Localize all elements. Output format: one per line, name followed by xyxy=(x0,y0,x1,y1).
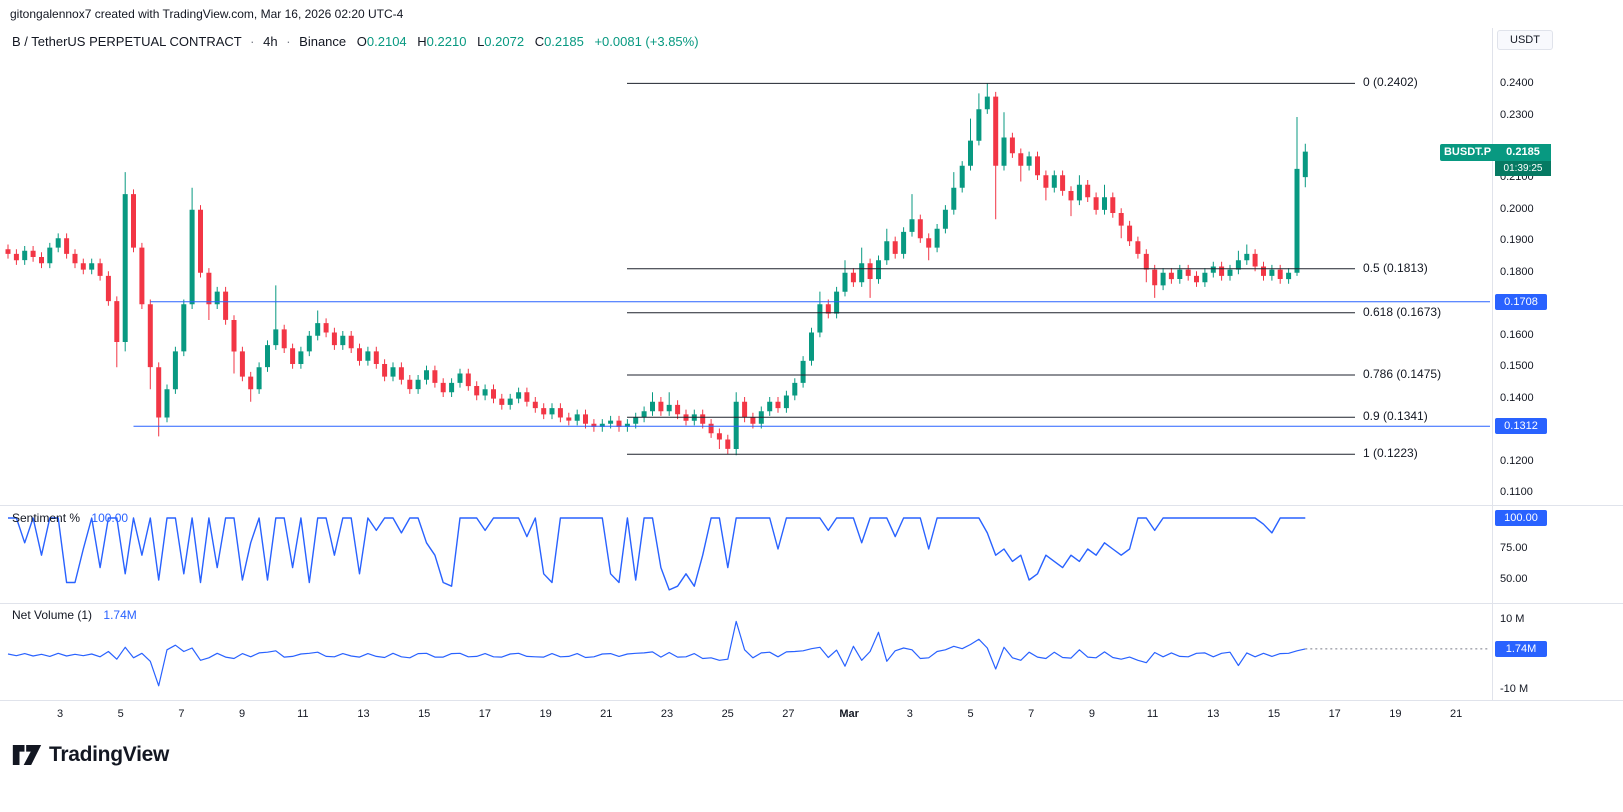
up-candle-wicks xyxy=(24,83,1306,456)
currency-label: USDT xyxy=(1510,34,1540,46)
price-axis-label: 0.1200 xyxy=(1500,454,1534,467)
sentiment-axis-label: 75.00 xyxy=(1500,542,1528,554)
tradingview-mark-icon xyxy=(12,745,42,765)
net-volume-line xyxy=(7,620,1306,687)
close-value: 0.2185 xyxy=(544,34,584,49)
net-volume-legend: Net Volume (1) 1.74M xyxy=(12,608,137,622)
exchange-label[interactable]: Binance xyxy=(299,34,347,49)
time-axis-label: 17 xyxy=(1328,708,1341,720)
net-volume-title[interactable]: Net Volume (1) xyxy=(12,608,93,622)
horizontal-line-price-badge: 0.1312 xyxy=(1495,418,1547,435)
time-axis-label: 11 xyxy=(1146,708,1159,720)
price-axis-label: 0.1900 xyxy=(1500,234,1534,247)
price-axis-label: 0.1400 xyxy=(1500,391,1534,404)
low-label: L xyxy=(477,34,485,49)
time-axis-label: 7 xyxy=(1028,708,1035,720)
high-label: H xyxy=(417,34,427,49)
time-axis-label: 7 xyxy=(178,708,185,720)
time-axis-label: 13 xyxy=(1207,708,1220,720)
price-axis-label: 0.1100 xyxy=(1500,486,1533,498)
volume-axis-label: 10 M xyxy=(1500,613,1525,625)
fib-level-label: 0 (0.2402) xyxy=(1363,75,1418,90)
sentiment-line xyxy=(8,517,1306,591)
close-label: C xyxy=(534,34,545,49)
low-value: 0.2072 xyxy=(484,34,525,49)
symbol-title[interactable]: B / TetherUS PERPETUAL CONTRACT xyxy=(12,34,242,49)
sentiment-title[interactable]: Sentiment % xyxy=(12,511,81,525)
fib-level-label: 0.5 (0.1813) xyxy=(1363,260,1428,275)
chart-area: B / TetherUS PERPETUAL CONTRACT · 4h · B… xyxy=(0,28,1623,726)
price-badge-countdown: 01:39:25 xyxy=(1495,160,1551,176)
time-axis-label: 21 xyxy=(1449,708,1463,720)
change-value: +0.0081 (+3.85%) xyxy=(594,34,699,49)
sentiment-value: 100.00 xyxy=(91,511,129,525)
up-candle-bodies xyxy=(22,96,1308,449)
price-axis-label: 0.2000 xyxy=(1500,202,1534,215)
price-axis-label: 0.1800 xyxy=(1500,265,1534,278)
time-axis-label: 5 xyxy=(967,708,974,720)
attribution-text: gitongalennox7 created with TradingView.… xyxy=(10,7,404,21)
price-axis-label: 0.1500 xyxy=(1500,360,1534,373)
time-axis-label: 27 xyxy=(782,708,795,720)
time-axis-label: 9 xyxy=(1088,708,1095,720)
attribution-bar: gitongalennox7 created with TradingView.… xyxy=(0,0,1623,28)
time-axis-label: Mar xyxy=(839,708,859,720)
time-axis-label: 21 xyxy=(600,708,613,720)
chart-canvas[interactable] xyxy=(0,28,1623,726)
fib-level-label: 0.9 (0.1341) xyxy=(1363,409,1428,424)
time-axis-label: 13 xyxy=(357,708,370,720)
time-axis-label: 15 xyxy=(1267,708,1281,720)
net-volume-value: 1.74M xyxy=(103,608,137,622)
last-price-badge: BUSDT.P 0.2185 01:39:25 xyxy=(1440,143,1551,176)
currency-selector[interactable]: USDT xyxy=(1497,30,1553,50)
fib-level-label: 0.786 (0.1475) xyxy=(1363,367,1442,381)
tradingview-wordmark: TradingView xyxy=(49,743,170,766)
footer: TradingView xyxy=(0,726,1623,812)
time-axis-label: 23 xyxy=(660,708,674,720)
fib-level-label: 1 (0.1223) xyxy=(1363,446,1418,461)
separator-dot: · xyxy=(286,34,291,49)
open-value: 0.2104 xyxy=(366,34,407,49)
down-candle-bodies xyxy=(5,96,1283,449)
time-axis-label: 9 xyxy=(239,708,246,720)
price-axis-label: 0.2400 xyxy=(1500,77,1534,89)
separator-dot: · xyxy=(250,34,255,49)
time-axis-label: 3 xyxy=(56,708,64,720)
time-axis-label: 19 xyxy=(1389,708,1402,720)
price-badge-value: 0.2185 xyxy=(1495,143,1551,161)
price-badge-symbol: BUSDT.P xyxy=(1440,143,1495,161)
volume-axis-label: -10 M xyxy=(1500,683,1529,695)
price-axis-label: 0.2300 xyxy=(1500,108,1534,121)
horizontal-line-price-badge: 0.1708 xyxy=(1495,293,1547,310)
tradingview-logo[interactable]: TradingView xyxy=(12,742,169,768)
sentiment-value-badge: 100.00 xyxy=(1495,510,1547,526)
down-candle-wicks xyxy=(7,91,1281,455)
time-axis-label: 11 xyxy=(297,708,309,720)
interval-label[interactable]: 4h xyxy=(263,34,278,49)
time-axis-label: 5 xyxy=(117,708,124,720)
open-label: O xyxy=(356,34,367,49)
fib-level-label: 0.618 (0.1673) xyxy=(1363,304,1442,319)
sentiment-axis-label: 50.00 xyxy=(1500,573,1528,585)
time-axis-label: 15 xyxy=(418,708,431,720)
sentiment-legend: Sentiment % 100.00 xyxy=(12,511,128,525)
time-axis-label: 17 xyxy=(478,708,492,720)
high-value: 0.2210 xyxy=(426,34,467,49)
price-axis-label: 0.1600 xyxy=(1500,328,1534,341)
time-axis-label: 3 xyxy=(906,708,913,720)
symbol-legend: B / TetherUS PERPETUAL CONTRACT · 4h · B… xyxy=(12,34,699,49)
time-axis-label: 19 xyxy=(539,708,552,720)
net-volume-value-badge: 1.74M xyxy=(1495,640,1547,657)
time-axis-label: 25 xyxy=(721,708,734,720)
